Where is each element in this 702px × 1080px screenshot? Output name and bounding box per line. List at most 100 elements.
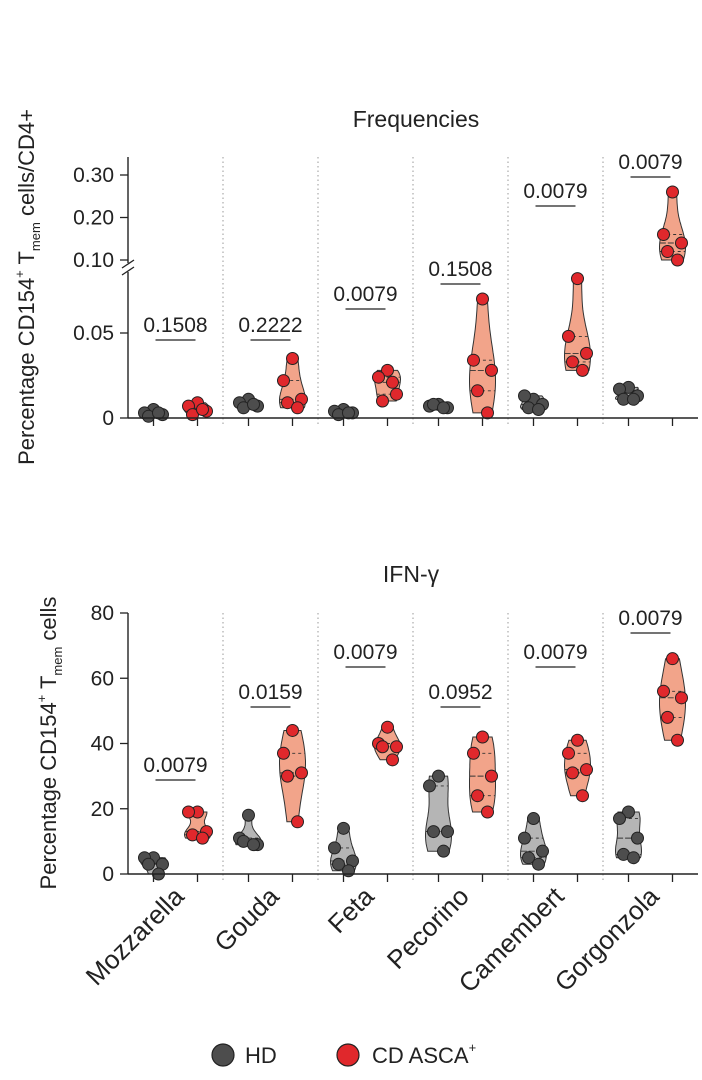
y-label-part: cells: [36, 597, 61, 647]
cd-point: [562, 329, 575, 343]
hd-point: [522, 851, 535, 865]
hd-point: [432, 769, 445, 783]
hd-point: [631, 831, 644, 845]
cd-point: [661, 710, 674, 724]
cd-point: [291, 401, 304, 415]
p-value-label: 0.0079: [143, 754, 207, 777]
cd-point: [675, 236, 688, 250]
legend: HD CD ASCA+: [211, 1040, 476, 1068]
y-label-part: mem: [50, 647, 65, 676]
y-tick-label: 40: [91, 733, 114, 756]
y-label-part: T: [36, 676, 61, 695]
cd-point: [485, 769, 498, 783]
y-tick-label: 0.05: [73, 322, 114, 345]
cd-point: [666, 185, 679, 199]
cd-point: [566, 766, 579, 780]
cd-point: [485, 363, 498, 377]
cd-point: [476, 292, 489, 306]
cd-point: [671, 733, 684, 747]
cd-point: [576, 789, 589, 803]
ifn-gamma-points: [138, 652, 688, 881]
hd-point: [437, 401, 450, 415]
p-value-label: 0.2222: [238, 314, 302, 337]
hd-point: [332, 857, 345, 871]
cd-point: [571, 272, 584, 286]
hd-point: [337, 821, 350, 835]
cd-point: [476, 730, 489, 744]
cd-point: [467, 746, 480, 760]
hd-point: [518, 831, 531, 845]
cd-point: [467, 353, 480, 367]
category-label: Gouda: [208, 881, 285, 958]
cd-point: [381, 363, 394, 377]
cd-point: [390, 387, 403, 401]
cd-point: [196, 831, 209, 845]
p-value-label: 0.0079: [333, 641, 397, 664]
y-tick-label: 0: [102, 863, 114, 886]
cd-point: [657, 684, 670, 698]
cd-point: [666, 652, 679, 666]
hd-point: [328, 841, 341, 855]
y-tick-label: 20: [91, 798, 114, 821]
p-value-label: 0.1508: [428, 258, 492, 281]
hd-point: [427, 825, 440, 839]
category-label: Gorgonzola: [548, 881, 665, 998]
p-value-label: 0.0159: [238, 681, 302, 704]
cd-point: [661, 245, 674, 258]
p-value-label: 0.0079: [523, 180, 587, 203]
cd-point: [481, 805, 494, 819]
p-value-label: 0.0079: [523, 641, 587, 664]
p-value-label: 0.1508: [143, 314, 207, 337]
cd-point: [471, 384, 484, 398]
y-tick-label: 0.10: [73, 249, 114, 272]
cd-point: [386, 375, 399, 389]
cd-point: [286, 723, 299, 737]
cd-point: [580, 763, 593, 777]
cd-point: [471, 789, 484, 803]
cd-point: [390, 740, 403, 754]
y-label-part: Percentage CD154: [36, 702, 61, 889]
hd-point: [437, 844, 450, 858]
cd-point: [277, 746, 290, 760]
p-value-label: 0.0952: [428, 681, 492, 704]
legend-cd-label: CD ASCA+: [372, 1040, 476, 1068]
y-label-part: mem: [28, 222, 43, 251]
category-label: Mozzarella: [80, 881, 190, 991]
hd-point: [532, 403, 545, 416]
cd-point: [481, 406, 494, 420]
legend-hd-label: HD: [245, 1043, 277, 1068]
cd-point: [675, 691, 688, 705]
cd-point: [657, 228, 670, 241]
cd-point: [291, 815, 304, 829]
hd-point: [441, 825, 454, 839]
hd-point: [613, 812, 626, 826]
hd-point: [423, 779, 436, 793]
hd-point: [527, 812, 540, 826]
y-label-part: Percentage CD154: [14, 278, 39, 465]
frequencies-panel: Frequencies Percentage CD154+ Tmem cells…: [12, 106, 698, 465]
y-label-part: cells/CD4+: [14, 109, 39, 222]
cd-point: [562, 746, 575, 760]
frequencies-title: Frequencies: [353, 106, 480, 132]
cd-point: [277, 374, 290, 388]
cd-point: [182, 805, 195, 819]
category-labels: Mozzarella Gouda Feta PecorinoCamembertGorg…: [80, 880, 665, 998]
cd-point: [281, 769, 294, 783]
y-tick-label: 80: [91, 602, 114, 625]
cd-point: [286, 352, 299, 365]
frequencies-y-label: Percentage CD154+ Tmem cells/CD4+: [12, 109, 43, 465]
cd-point: [295, 766, 308, 780]
frequencies-points: [138, 185, 688, 423]
y-tick-label: 0.20: [73, 207, 114, 230]
legend-cd-marker: [336, 1043, 360, 1067]
cd-point: [196, 403, 209, 416]
cd-point: [571, 733, 584, 747]
y-label-part: +: [34, 695, 49, 703]
p-value-label: 0.0079: [333, 283, 397, 306]
y-tick-label: 0: [102, 407, 114, 430]
p-value-label: 0.0079: [618, 607, 682, 630]
frequencies-p-values: 0.1508 0.2222 0.0079 0.1508 0.0079 0.0079: [143, 151, 683, 341]
y-tick-label: 60: [91, 667, 114, 690]
axis-break-mark: [121, 266, 135, 276]
